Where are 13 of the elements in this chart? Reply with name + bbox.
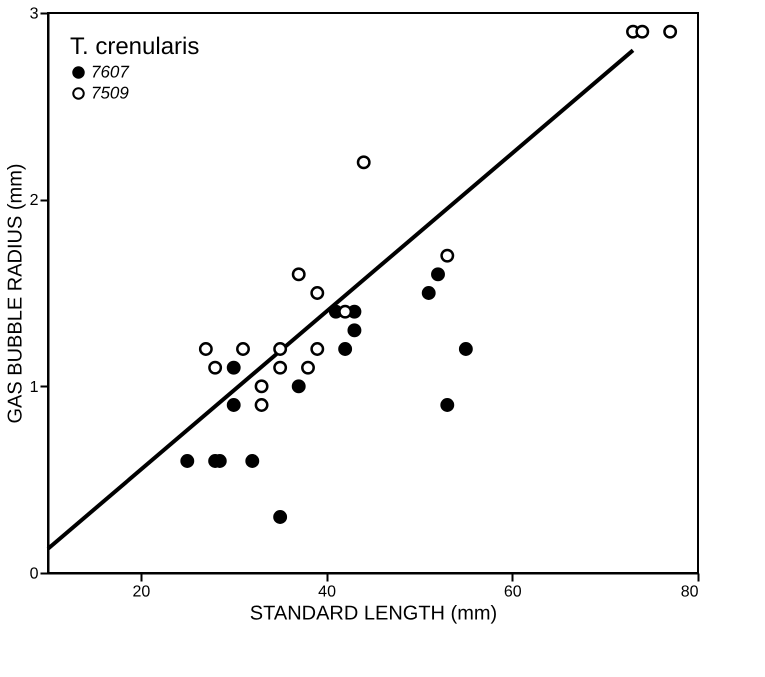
y-tick-label: 1 (30, 378, 39, 396)
x-axis-title: STANDARD LENGTH (mm) (250, 602, 498, 624)
x-tick-label: 80 (680, 584, 699, 600)
x-tick-label: 60 (504, 584, 522, 600)
legend-label: 7607 (91, 62, 130, 82)
y-tick-label: 3 (30, 6, 39, 22)
y-tick-label: 2 (30, 192, 39, 210)
y-axis-title: GAS BUBBLE RADIUS (mm) (4, 163, 27, 424)
legend-title: T. crenularis (70, 33, 200, 60)
x-tick-label: 20 (132, 584, 150, 600)
x-tick-label: 40 (318, 584, 336, 600)
y-tick-label: 0 (30, 566, 39, 582)
legend-label: 7509 (91, 84, 130, 102)
